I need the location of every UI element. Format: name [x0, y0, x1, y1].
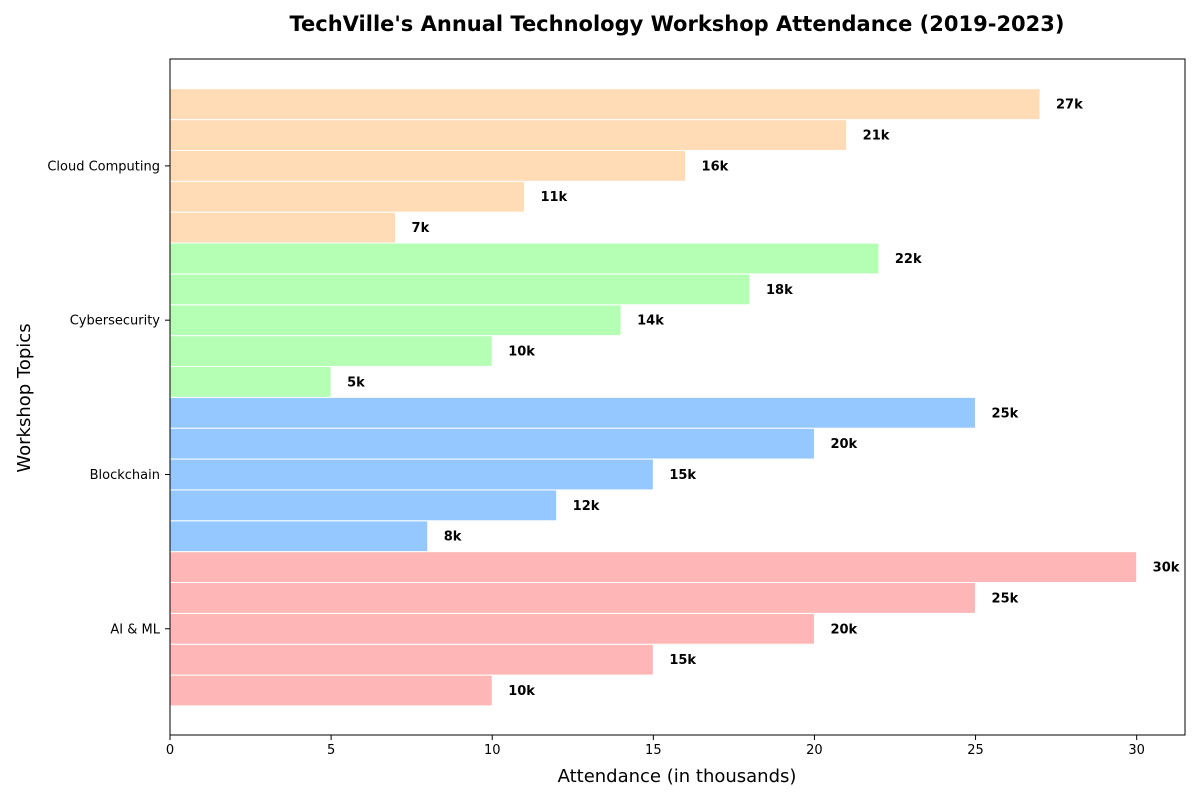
bar-value-label: 20k: [830, 437, 857, 452]
y-axis-label: Workshop Topics: [14, 323, 35, 472]
x-tick-label: 0: [166, 743, 174, 758]
x-axis-label: Attendance (in thousands): [558, 766, 797, 787]
bar-value-label: 11k: [540, 190, 567, 205]
bar-value-label: 27k: [1056, 98, 1083, 113]
x-tick-label: 30: [1128, 743, 1145, 758]
bar: [169, 242, 880, 275]
axes-layer: 0 5 10 15 20 25 30 AI & ML Blockchain Cybersecuri…: [47, 159, 1145, 758]
bar: [169, 335, 493, 367]
bar: [169, 88, 1041, 121]
bar: [169, 211, 397, 244]
bar-value-label: 15k: [669, 653, 696, 668]
bar: [169, 643, 654, 676]
bar: [169, 365, 332, 398]
bar-value-label: 15k: [669, 468, 696, 483]
bar: [169, 551, 1138, 583]
bar-value-label: 10k: [508, 345, 535, 360]
chart-title: TechVille's Annual Technology Workshop A…: [289, 12, 1064, 36]
y-tick-label: Cloud Computing: [47, 159, 160, 174]
bar-value-label: 12k: [573, 499, 600, 514]
bar: [169, 489, 558, 522]
bar-value-label: 25k: [992, 591, 1019, 606]
bar: [169, 458, 654, 491]
bar-value-label: 18k: [766, 283, 793, 298]
x-tick-label: 10: [484, 743, 501, 758]
x-tick-label: 5: [327, 743, 335, 758]
bar-value-label: 22k: [895, 252, 922, 267]
x-tick-label: 20: [806, 743, 823, 758]
bar-value-label: 20k: [830, 622, 857, 637]
bar: [169, 674, 493, 707]
bar: [169, 520, 429, 553]
y-tick-label: Cybersecurity: [70, 314, 161, 329]
bar: [169, 427, 815, 460]
bar: [169, 273, 751, 306]
bar: [169, 304, 622, 337]
bar-value-label: 30k: [1153, 561, 1180, 576]
bar-value-label: 8k: [444, 530, 462, 545]
bar: [169, 581, 977, 614]
bar-value-label: 7k: [412, 221, 430, 236]
bar: [169, 612, 815, 645]
plot-frame: [169, 58, 1186, 736]
bar: [169, 180, 525, 213]
bar-value-label: 21k: [863, 129, 890, 144]
bar: [169, 119, 848, 151]
bar-value-label: 14k: [637, 314, 664, 329]
bar: [169, 149, 687, 182]
bars-layer: 10k 15k 20k 25k 30k 8k 12k 15k 20k 25k 5k 10k 14k 18k…: [169, 88, 1180, 707]
y-tick-label: AI & ML: [110, 622, 160, 637]
bar: [169, 396, 977, 429]
bar-value-label: 25k: [992, 406, 1019, 421]
x-tick-label: 25: [967, 743, 984, 758]
x-tick-label: 15: [645, 743, 662, 758]
bar-value-label: 16k: [702, 159, 729, 174]
bar-value-label: 5k: [347, 375, 365, 390]
bar-value-label: 10k: [508, 684, 535, 699]
y-tick-label: Blockchain: [90, 468, 160, 483]
